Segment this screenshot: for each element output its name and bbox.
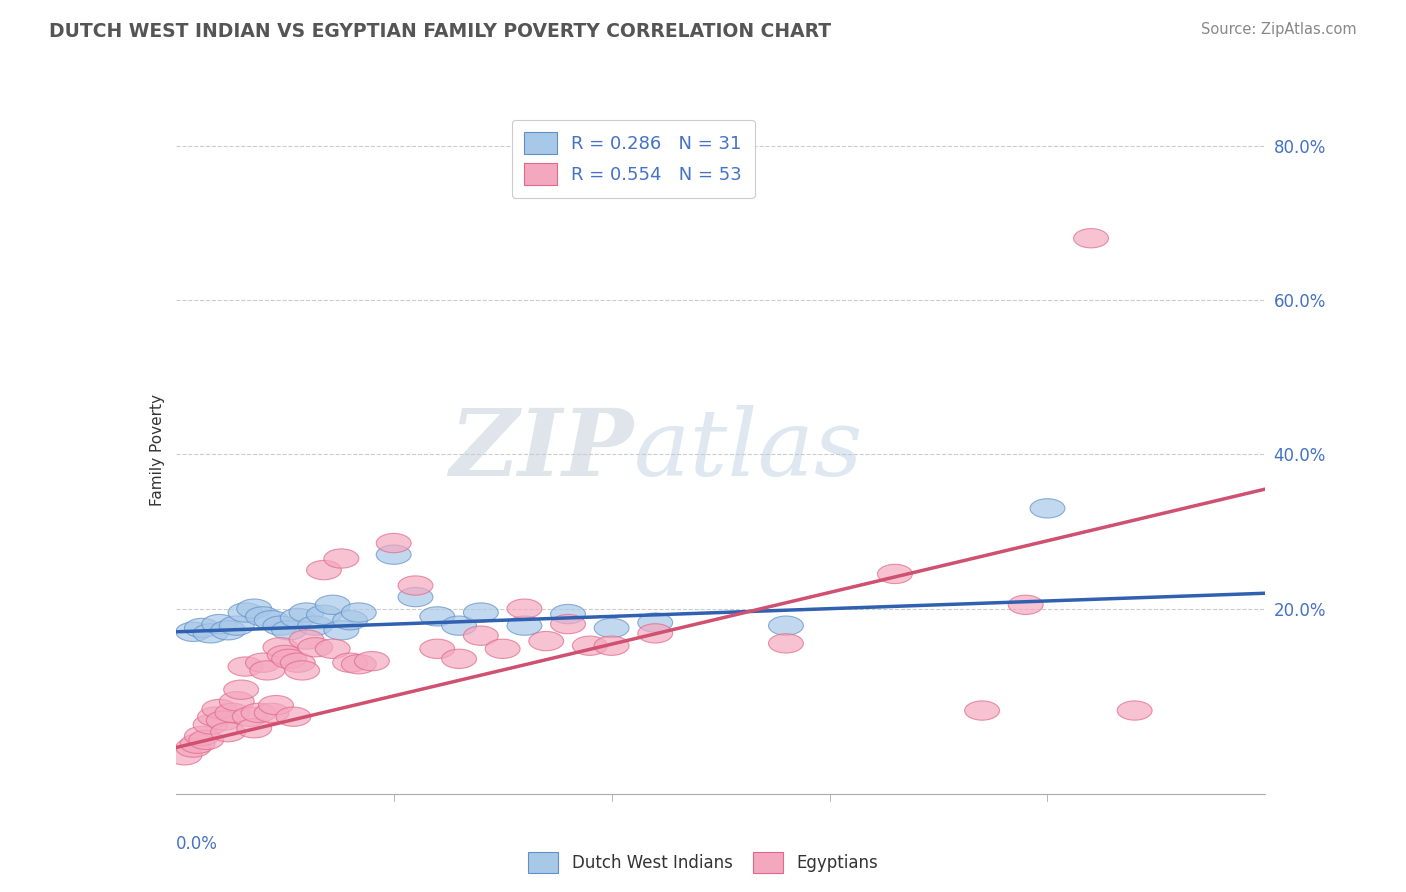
Legend: Dutch West Indians, Egyptians: Dutch West Indians, Egyptians xyxy=(522,846,884,880)
Text: ZIP: ZIP xyxy=(449,406,633,495)
Legend: R = 0.286   N = 31, R = 0.554   N = 53: R = 0.286 N = 31, R = 0.554 N = 53 xyxy=(512,120,755,198)
Y-axis label: Family Poverty: Family Poverty xyxy=(149,394,165,507)
Text: atlas: atlas xyxy=(633,406,863,495)
Text: 0.0%: 0.0% xyxy=(176,835,218,853)
Text: DUTCH WEST INDIAN VS EGYPTIAN FAMILY POVERTY CORRELATION CHART: DUTCH WEST INDIAN VS EGYPTIAN FAMILY POV… xyxy=(49,22,831,41)
Text: Source: ZipAtlas.com: Source: ZipAtlas.com xyxy=(1201,22,1357,37)
